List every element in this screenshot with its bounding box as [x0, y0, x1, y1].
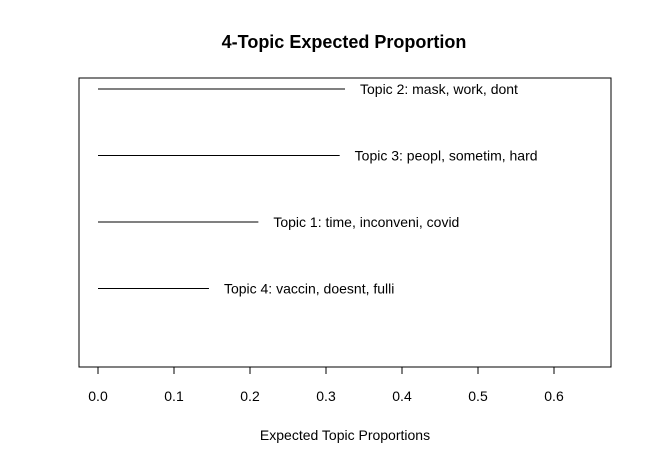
x-tick-label-0: 0.0 — [88, 388, 108, 404]
x-tick-label-3: 0.3 — [316, 388, 336, 404]
x-tick-label-2: 0.2 — [240, 388, 260, 404]
topic-marks: Topic 2: mask, work, dont Topic 3: peopl,… — [98, 81, 538, 297]
x-axis-title: Expected Topic Proportions — [260, 427, 430, 443]
x-tick-label-1: 0.1 — [164, 388, 184, 404]
x-tick-label-5: 0.5 — [468, 388, 488, 404]
x-tick-label-4: 0.4 — [392, 388, 412, 404]
chart-title: 4-Topic Expected Proportion — [222, 32, 467, 52]
topic-label-3: Topic 1: time, inconveni, covid — [273, 214, 459, 230]
topic-label-2: Topic 3: peopl, sometim, hard — [355, 148, 538, 164]
topic-label-4: Topic 4: vaccin, doesnt, fulli — [224, 281, 394, 297]
topic-label-1: Topic 2: mask, work, dont — [360, 81, 518, 97]
x-axis: 0.0 0.1 0.2 0.3 0.4 0.5 0.6 — [88, 366, 564, 404]
x-tick-label-6: 0.6 — [544, 388, 564, 404]
